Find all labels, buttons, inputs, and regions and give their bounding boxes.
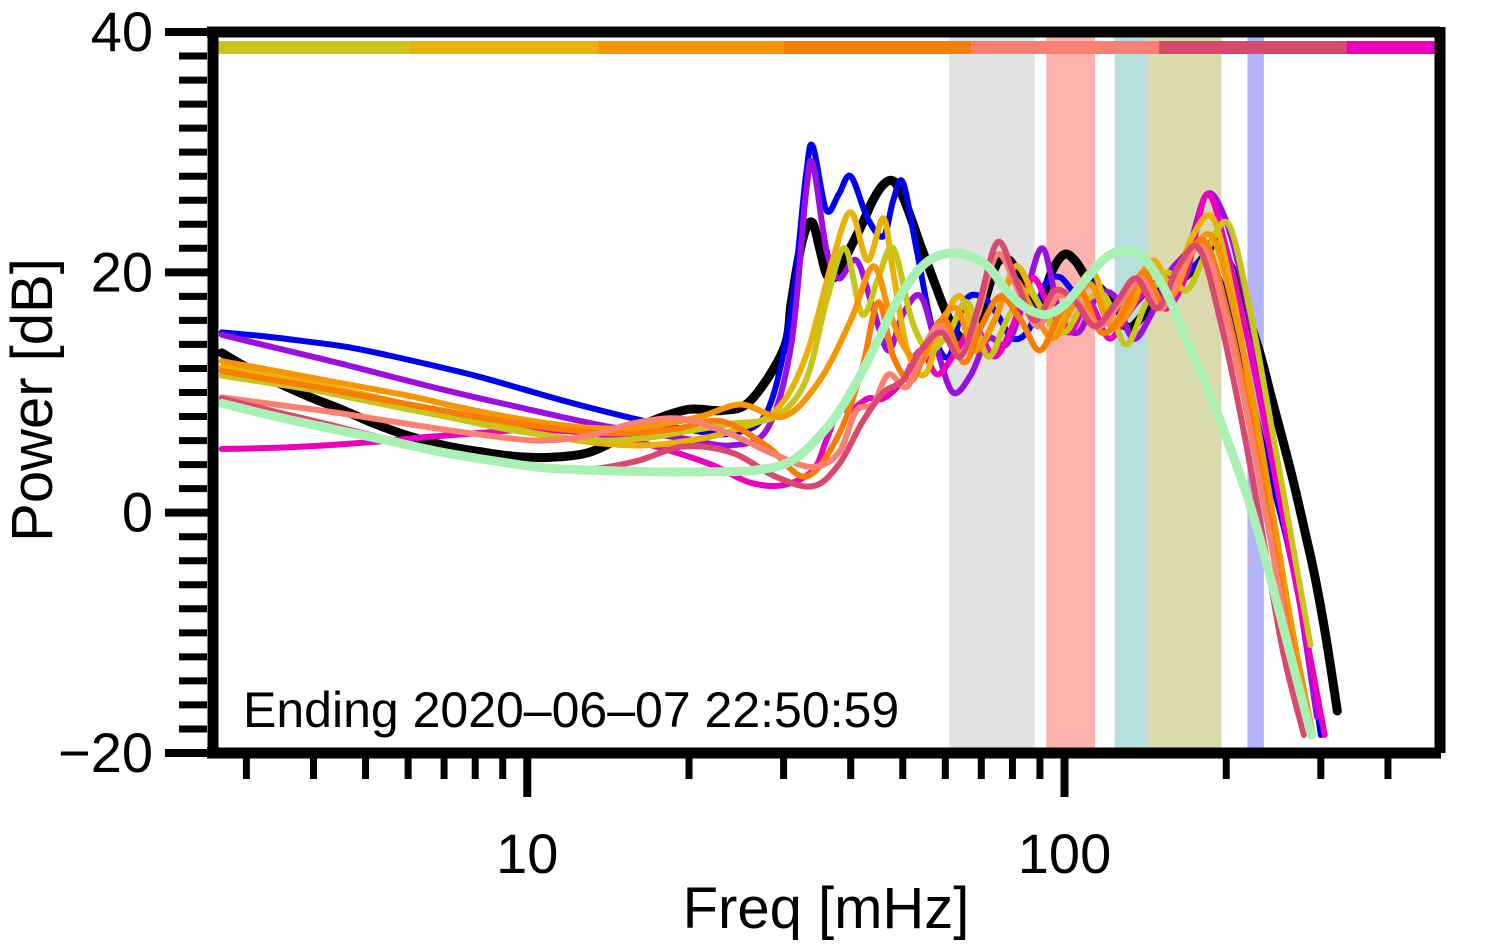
colorbar-segment-3 xyxy=(783,41,972,54)
series-line-spec-orange-2 xyxy=(218,237,1315,738)
series-line-spec-mint xyxy=(217,245,1316,740)
colorbar-segment-5 xyxy=(1159,41,1347,54)
band-violet xyxy=(1247,32,1264,753)
axes-frame-layer xyxy=(207,26,1446,759)
series-line-spec-blue xyxy=(218,141,1324,738)
data-series-layer xyxy=(217,141,1342,740)
colorbar-segment-6 xyxy=(1346,41,1440,54)
colorbar-segment-4 xyxy=(971,41,1160,54)
y-tick-label: 20 xyxy=(91,240,153,303)
series-line-spec-salmon xyxy=(218,243,1314,738)
shaded-bands-layer xyxy=(949,32,1264,753)
band-pink xyxy=(1046,32,1096,753)
colorbar-segment-2 xyxy=(597,41,784,54)
axis-ticks-layer xyxy=(165,28,1392,797)
x-axis-label: Freq [mHz] xyxy=(683,876,970,941)
ending-timestamp-annotation: Ending 2020‒06‒07 22:50:59 xyxy=(243,682,899,738)
band-gray xyxy=(949,32,1035,753)
y-tick-label: 0 xyxy=(122,481,153,544)
x-tick-label: 10 xyxy=(496,822,558,885)
axis-tick-labels-layer: 10 100 −20 0 20 40 xyxy=(58,0,1111,885)
colorbar-segment-1 xyxy=(408,41,598,54)
y-tick-label: −20 xyxy=(58,721,153,784)
colorbar-layer xyxy=(217,41,1440,54)
colorbar-segment-0 xyxy=(217,41,409,54)
band-teal xyxy=(1114,32,1148,753)
x-tick-label: 100 xyxy=(1018,822,1111,885)
y-tick-label: 40 xyxy=(91,0,153,63)
y-axis-label: Power [dB] xyxy=(0,258,65,542)
series-line-spec-orange-1 xyxy=(218,231,1316,738)
